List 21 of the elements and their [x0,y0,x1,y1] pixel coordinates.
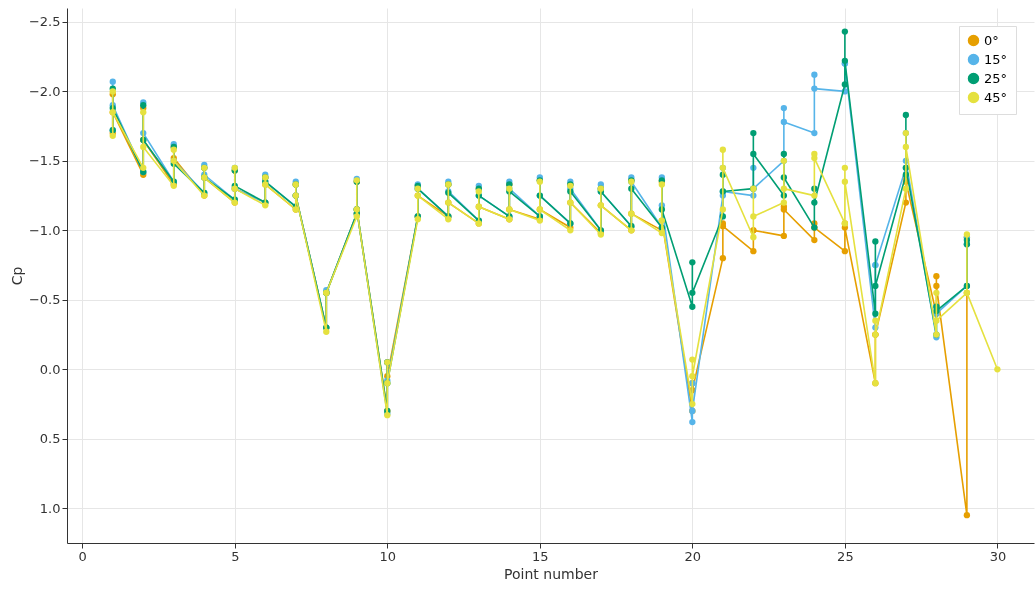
x-tick-label: 30 [989,548,1007,564]
x-tick-label: 20 [684,548,702,564]
y-tick-label: −2.0 [28,83,61,99]
legend-label: 25° [984,70,1008,86]
y-tick-label: −0.5 [28,292,61,308]
x-tick-label: 10 [379,548,397,564]
y-tick-label: −1.5 [28,153,61,169]
y-tick-label: 1.0 [39,500,61,516]
y-axis-title: Cp [8,266,25,286]
legend-label: 15° [984,51,1008,67]
legend-label: 45° [984,89,1008,105]
y-tick-label: −2.5 [28,14,61,30]
x-axis-title: Point number [504,565,599,582]
x-tick-label: 5 [231,548,240,564]
x-tick-label: 25 [837,548,854,564]
legend-label: 0° [984,32,999,48]
y-tick-label: 0.0 [39,361,61,377]
x-tick-label: 0 [78,548,87,564]
y-tick-label: 0.5 [39,431,61,447]
x-tick-label: 15 [532,548,549,564]
y-tick-label: −1.0 [28,222,61,238]
